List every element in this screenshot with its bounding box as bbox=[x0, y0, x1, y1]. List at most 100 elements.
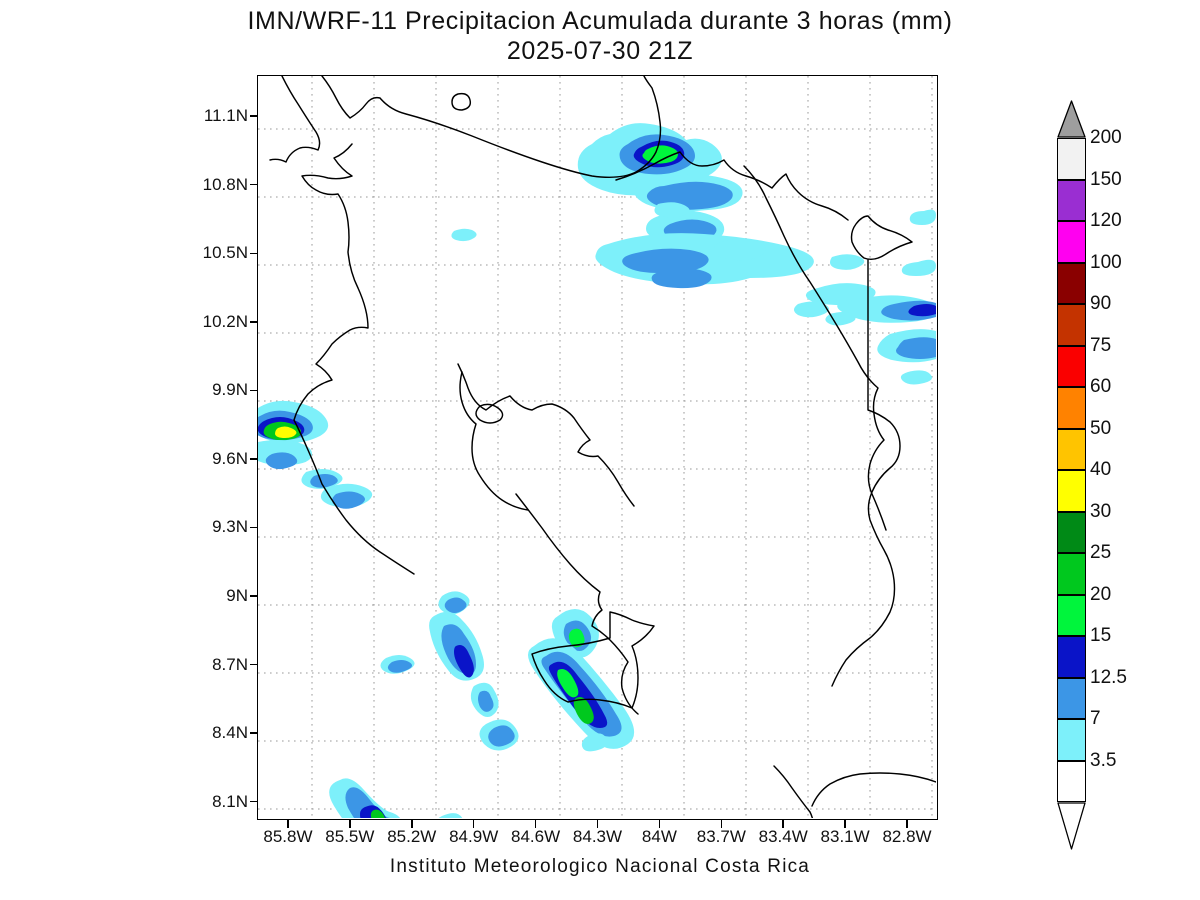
coastline-paths bbox=[269, 76, 936, 818]
colorbar: 200 150 120 100 90 75 60 50 40 30 25 20 15 12.5 7 3.5 bbox=[1057, 100, 1127, 850]
precip-cell-cyan bbox=[438, 813, 463, 818]
precip-cell-green bbox=[557, 669, 579, 698]
precip-cell-cyan bbox=[451, 228, 477, 242]
colorbar-band bbox=[1057, 262, 1086, 304]
x-axis-tick-label: 83.4W bbox=[758, 827, 808, 846]
page-title: IMN/WRF-11 Precipitacion Acumulada duran… bbox=[247, 7, 953, 35]
x-axis-tick-mark bbox=[534, 820, 537, 828]
y-axis-tick-label: 8.4N bbox=[212, 723, 248, 743]
footer-attribution: Instituto Meteorologico Nacional Costa R… bbox=[389, 856, 811, 877]
y-axis-tick-label: 9.6N bbox=[212, 448, 248, 468]
colorbar-tick-label: 3.5 bbox=[1090, 749, 1117, 771]
chart-title-block: IMN/WRF-11 Precipitacion Acumulada duran… bbox=[0, 6, 1200, 66]
precip-cell-cyan bbox=[901, 259, 936, 276]
precip-cell-cyan bbox=[909, 209, 936, 225]
precip-cell-cyan bbox=[713, 238, 766, 261]
y-axis-tick-mark bbox=[250, 595, 258, 597]
colorbar-band bbox=[1057, 553, 1086, 595]
x-axis-tick-label: 84.3W bbox=[572, 827, 623, 846]
colorbar-tick-label: 20 bbox=[1090, 583, 1112, 605]
colorbar-band bbox=[1057, 221, 1086, 263]
precip-cell-blue bbox=[488, 725, 515, 747]
precip-cell-cyan bbox=[581, 733, 607, 752]
precip-cell-blue bbox=[651, 268, 712, 289]
y-axis-tick-mark bbox=[250, 458, 258, 460]
colorbar-band bbox=[1057, 470, 1086, 512]
colorbar-tick-label: 30 bbox=[1090, 500, 1112, 522]
precip-cell-yellow bbox=[275, 426, 297, 438]
colorbar-band bbox=[1057, 179, 1086, 221]
coastline-border-northeast bbox=[615, 151, 849, 221]
map-plot-area bbox=[257, 75, 938, 820]
colorbar-tick-label: 100 bbox=[1090, 251, 1122, 273]
coastline-northwest bbox=[269, 76, 321, 163]
colorbar-tick-label: 150 bbox=[1090, 168, 1122, 190]
colorbar-tick-label: 15 bbox=[1090, 625, 1112, 646]
colorbar-band bbox=[1057, 511, 1086, 553]
x-axis-tick-mark bbox=[844, 820, 846, 828]
island-caribbean-small bbox=[451, 92, 472, 111]
colorbar-band bbox=[1057, 345, 1086, 387]
colorbar-tick-label: 120 bbox=[1090, 210, 1122, 231]
colorbar-band bbox=[1057, 636, 1086, 678]
colorbar-band bbox=[1057, 677, 1086, 719]
coastline-pacific-northwest bbox=[293, 143, 415, 575]
precip-cell-blue bbox=[478, 690, 494, 712]
precip-cell-green bbox=[568, 628, 585, 648]
y-axis-tick-mark bbox=[250, 800, 258, 803]
colorbar-tick-label: 90 bbox=[1090, 293, 1112, 314]
x-axis-tick-label: 82.8W bbox=[882, 827, 932, 846]
precip-cell-green2 bbox=[370, 809, 385, 818]
coastline-pacific-central bbox=[515, 493, 639, 715]
precip-cell-cyan bbox=[900, 370, 932, 385]
y-axis-tick-label: 10.2N bbox=[202, 311, 248, 331]
coastline-osa-peninsula bbox=[531, 611, 655, 709]
coastline-caribbean-coast bbox=[831, 259, 901, 687]
colorbar-band bbox=[1057, 304, 1086, 346]
coastline-nicaragua-border bbox=[321, 76, 662, 179]
precip-cell-cyan bbox=[825, 312, 856, 326]
y-axis-tick-mark bbox=[250, 663, 258, 666]
y-axis-tick-mark bbox=[250, 183, 258, 186]
y-axis-tick-label: 9.9N bbox=[212, 380, 248, 400]
x-axis-tick-label: 85.8W bbox=[263, 827, 313, 846]
x-axis-tick-mark bbox=[658, 820, 661, 828]
colorbar-tick-label: 50 bbox=[1090, 417, 1112, 439]
precip-cell-cyan bbox=[830, 254, 865, 270]
x-axis-tick-mark bbox=[720, 820, 723, 828]
precip-cell-darkblue bbox=[454, 645, 474, 678]
precipitation-contours bbox=[258, 123, 936, 818]
coastline-border-south bbox=[773, 765, 814, 818]
x-axis-tick-label: 83.1W bbox=[820, 827, 870, 846]
colorbar-band bbox=[1057, 138, 1086, 180]
coastline-nicoya-gulf bbox=[457, 363, 635, 507]
precip-cell-blue bbox=[896, 337, 936, 359]
colorbar-band bbox=[1057, 428, 1086, 470]
x-axis-tick-mark bbox=[782, 820, 784, 828]
colorbar-tick-label: 12.5 bbox=[1090, 666, 1127, 688]
precip-cell-blue bbox=[622, 248, 709, 274]
x-axis-tick-mark bbox=[906, 820, 908, 828]
colorbar-tick-label: 40 bbox=[1090, 459, 1112, 480]
precip-cell-blue bbox=[345, 787, 390, 818]
coastline-panama-border bbox=[743, 165, 887, 531]
coastline-nicoya-inner bbox=[459, 371, 529, 511]
precip-cell-cyan bbox=[794, 301, 829, 318]
y-axis-tick-mark bbox=[250, 732, 258, 734]
y-axis-tick-label: 11.1N bbox=[203, 106, 248, 126]
colorbar-tick-label: 60 bbox=[1090, 376, 1112, 397]
y-axis-tick-label: 10.5N bbox=[202, 243, 248, 263]
colorbar-tick-label: 200 bbox=[1090, 127, 1122, 148]
map-gridlines bbox=[258, 76, 936, 818]
colorbar-tick-label: 25 bbox=[1090, 542, 1112, 563]
x-axis-tick-mark bbox=[349, 820, 351, 828]
precip-cell-green2 bbox=[573, 697, 594, 724]
colorbar-tick-label: 75 bbox=[1090, 334, 1112, 356]
y-axis-tick-mark bbox=[250, 321, 258, 323]
x-axis-tick-mark bbox=[472, 820, 475, 828]
x-axis-tick-label: 85.5W bbox=[325, 827, 375, 846]
x-axis-tick-label: 84W bbox=[641, 827, 677, 846]
precip-cell-cyan bbox=[654, 202, 690, 218]
coastline-caribbean-east bbox=[850, 215, 913, 261]
x-axis-tick-label: 84.6W bbox=[511, 827, 561, 846]
